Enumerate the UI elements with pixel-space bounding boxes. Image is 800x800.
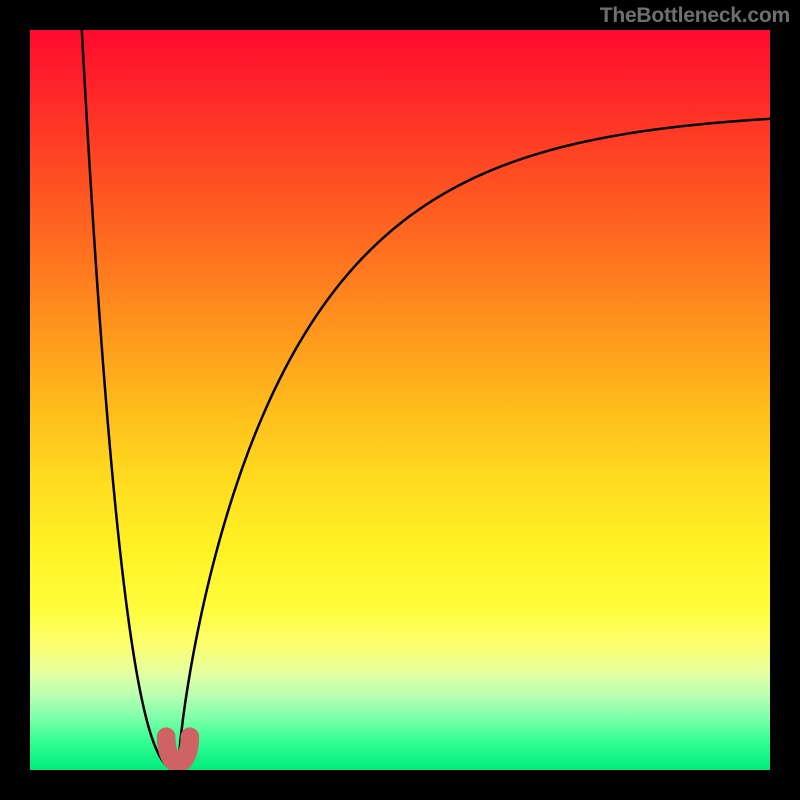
chart-stage: TheBottleneck.com bbox=[0, 0, 800, 800]
chart-svg bbox=[0, 0, 800, 800]
plot-background bbox=[30, 30, 770, 770]
